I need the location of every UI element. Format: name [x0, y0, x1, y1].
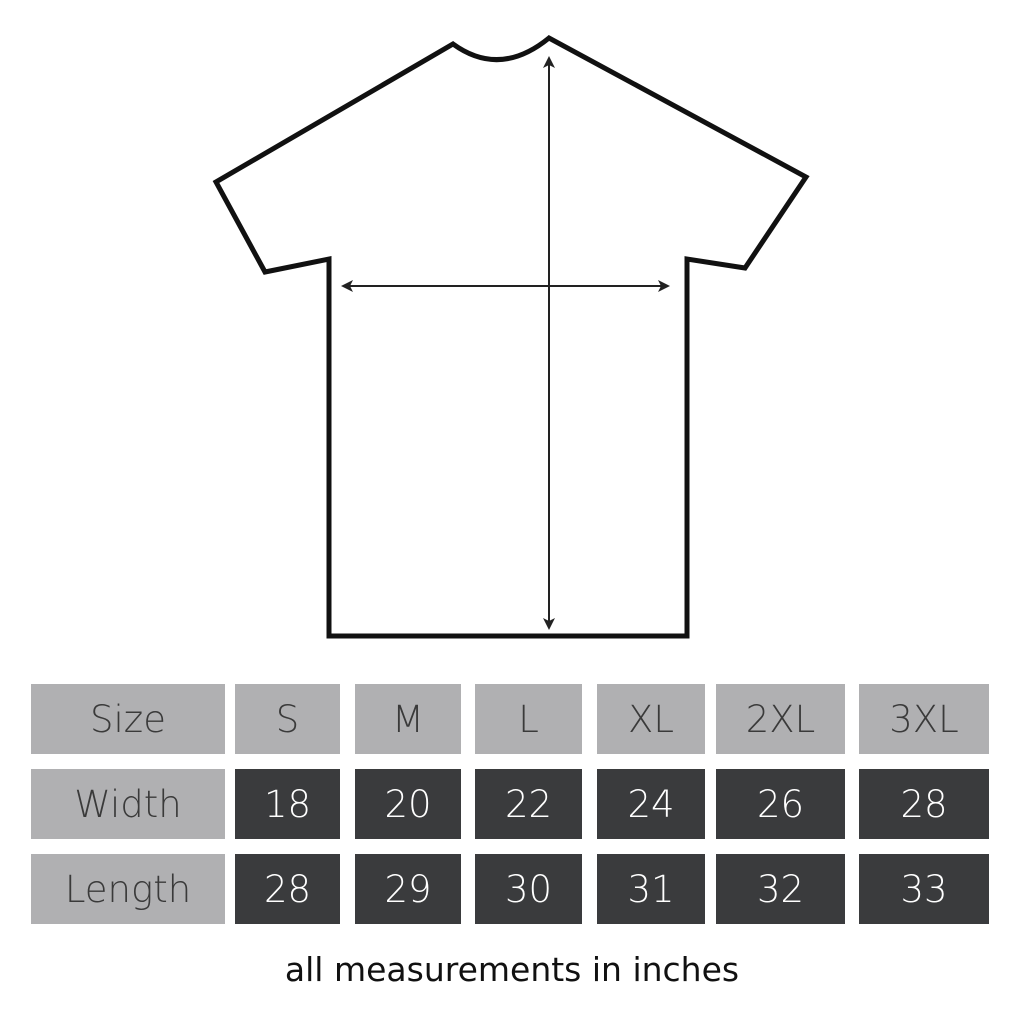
tshirt-diagram	[212, 35, 810, 639]
row-label-length: Length	[31, 854, 225, 924]
table-cell: S	[235, 684, 340, 754]
table-cell: 20	[355, 769, 461, 839]
table-cell: XL	[597, 684, 705, 754]
row-label-width: Width	[31, 769, 225, 839]
table-cell: 28	[859, 769, 989, 839]
table-cell: 32	[716, 854, 845, 924]
table-cell: 29	[355, 854, 461, 924]
table-cell: M	[355, 684, 461, 754]
table-cell: 18	[235, 769, 340, 839]
units-note: all measurements in inches	[284, 950, 740, 989]
table-cell: 26	[716, 769, 845, 839]
table-cell: 31	[597, 854, 705, 924]
table-cell: 33	[859, 854, 989, 924]
table-cell: 22	[475, 769, 582, 839]
row-label-size: Size	[31, 684, 225, 754]
table-cell: 2XL	[716, 684, 845, 754]
table-cell: 3XL	[859, 684, 989, 754]
table-cell: 30	[475, 854, 582, 924]
table-cell: 28	[235, 854, 340, 924]
table-cell: L	[475, 684, 582, 754]
table-cell: 24	[597, 769, 705, 839]
tshirt-outline	[212, 35, 810, 639]
